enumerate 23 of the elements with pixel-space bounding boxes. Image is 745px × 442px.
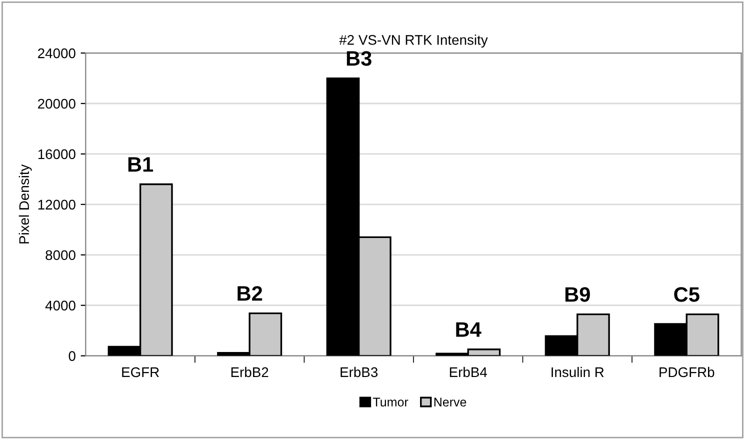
x-tick-label: ErbB3 (340, 366, 378, 378)
y-tick-label: 12000 (38, 200, 76, 210)
legend-label: Nerve (434, 398, 466, 407)
y-tick-label: 0 (68, 351, 76, 361)
chart-title: #2 VS-VN RTK Intensity (339, 34, 488, 48)
legend-label: Tumor (373, 398, 408, 407)
annotation: B1 (128, 157, 154, 172)
y-tick-label: 20000 (38, 98, 76, 109)
x-tick-label: ErbB2 (231, 366, 268, 378)
y-axis-title: Pixel Density (18, 164, 32, 244)
y-tick-label: 4000 (45, 300, 76, 311)
annotation: B4 (456, 322, 482, 337)
x-tick-label: PDGFRb (660, 366, 714, 378)
x-tick-label: EGFR (122, 367, 159, 378)
annotation: C5 (674, 287, 700, 302)
y-tick-label: 24000 (38, 48, 76, 58)
annotation: B3 (346, 51, 372, 66)
y-tick-label: 8000 (46, 250, 76, 260)
annotation: B9 (565, 287, 590, 302)
y-tick-label: 16000 (38, 149, 76, 160)
annotation: B2 (238, 286, 262, 301)
x-tick-label: Insulin R (552, 366, 604, 378)
x-tick-label: ErbB4 (450, 366, 488, 378)
